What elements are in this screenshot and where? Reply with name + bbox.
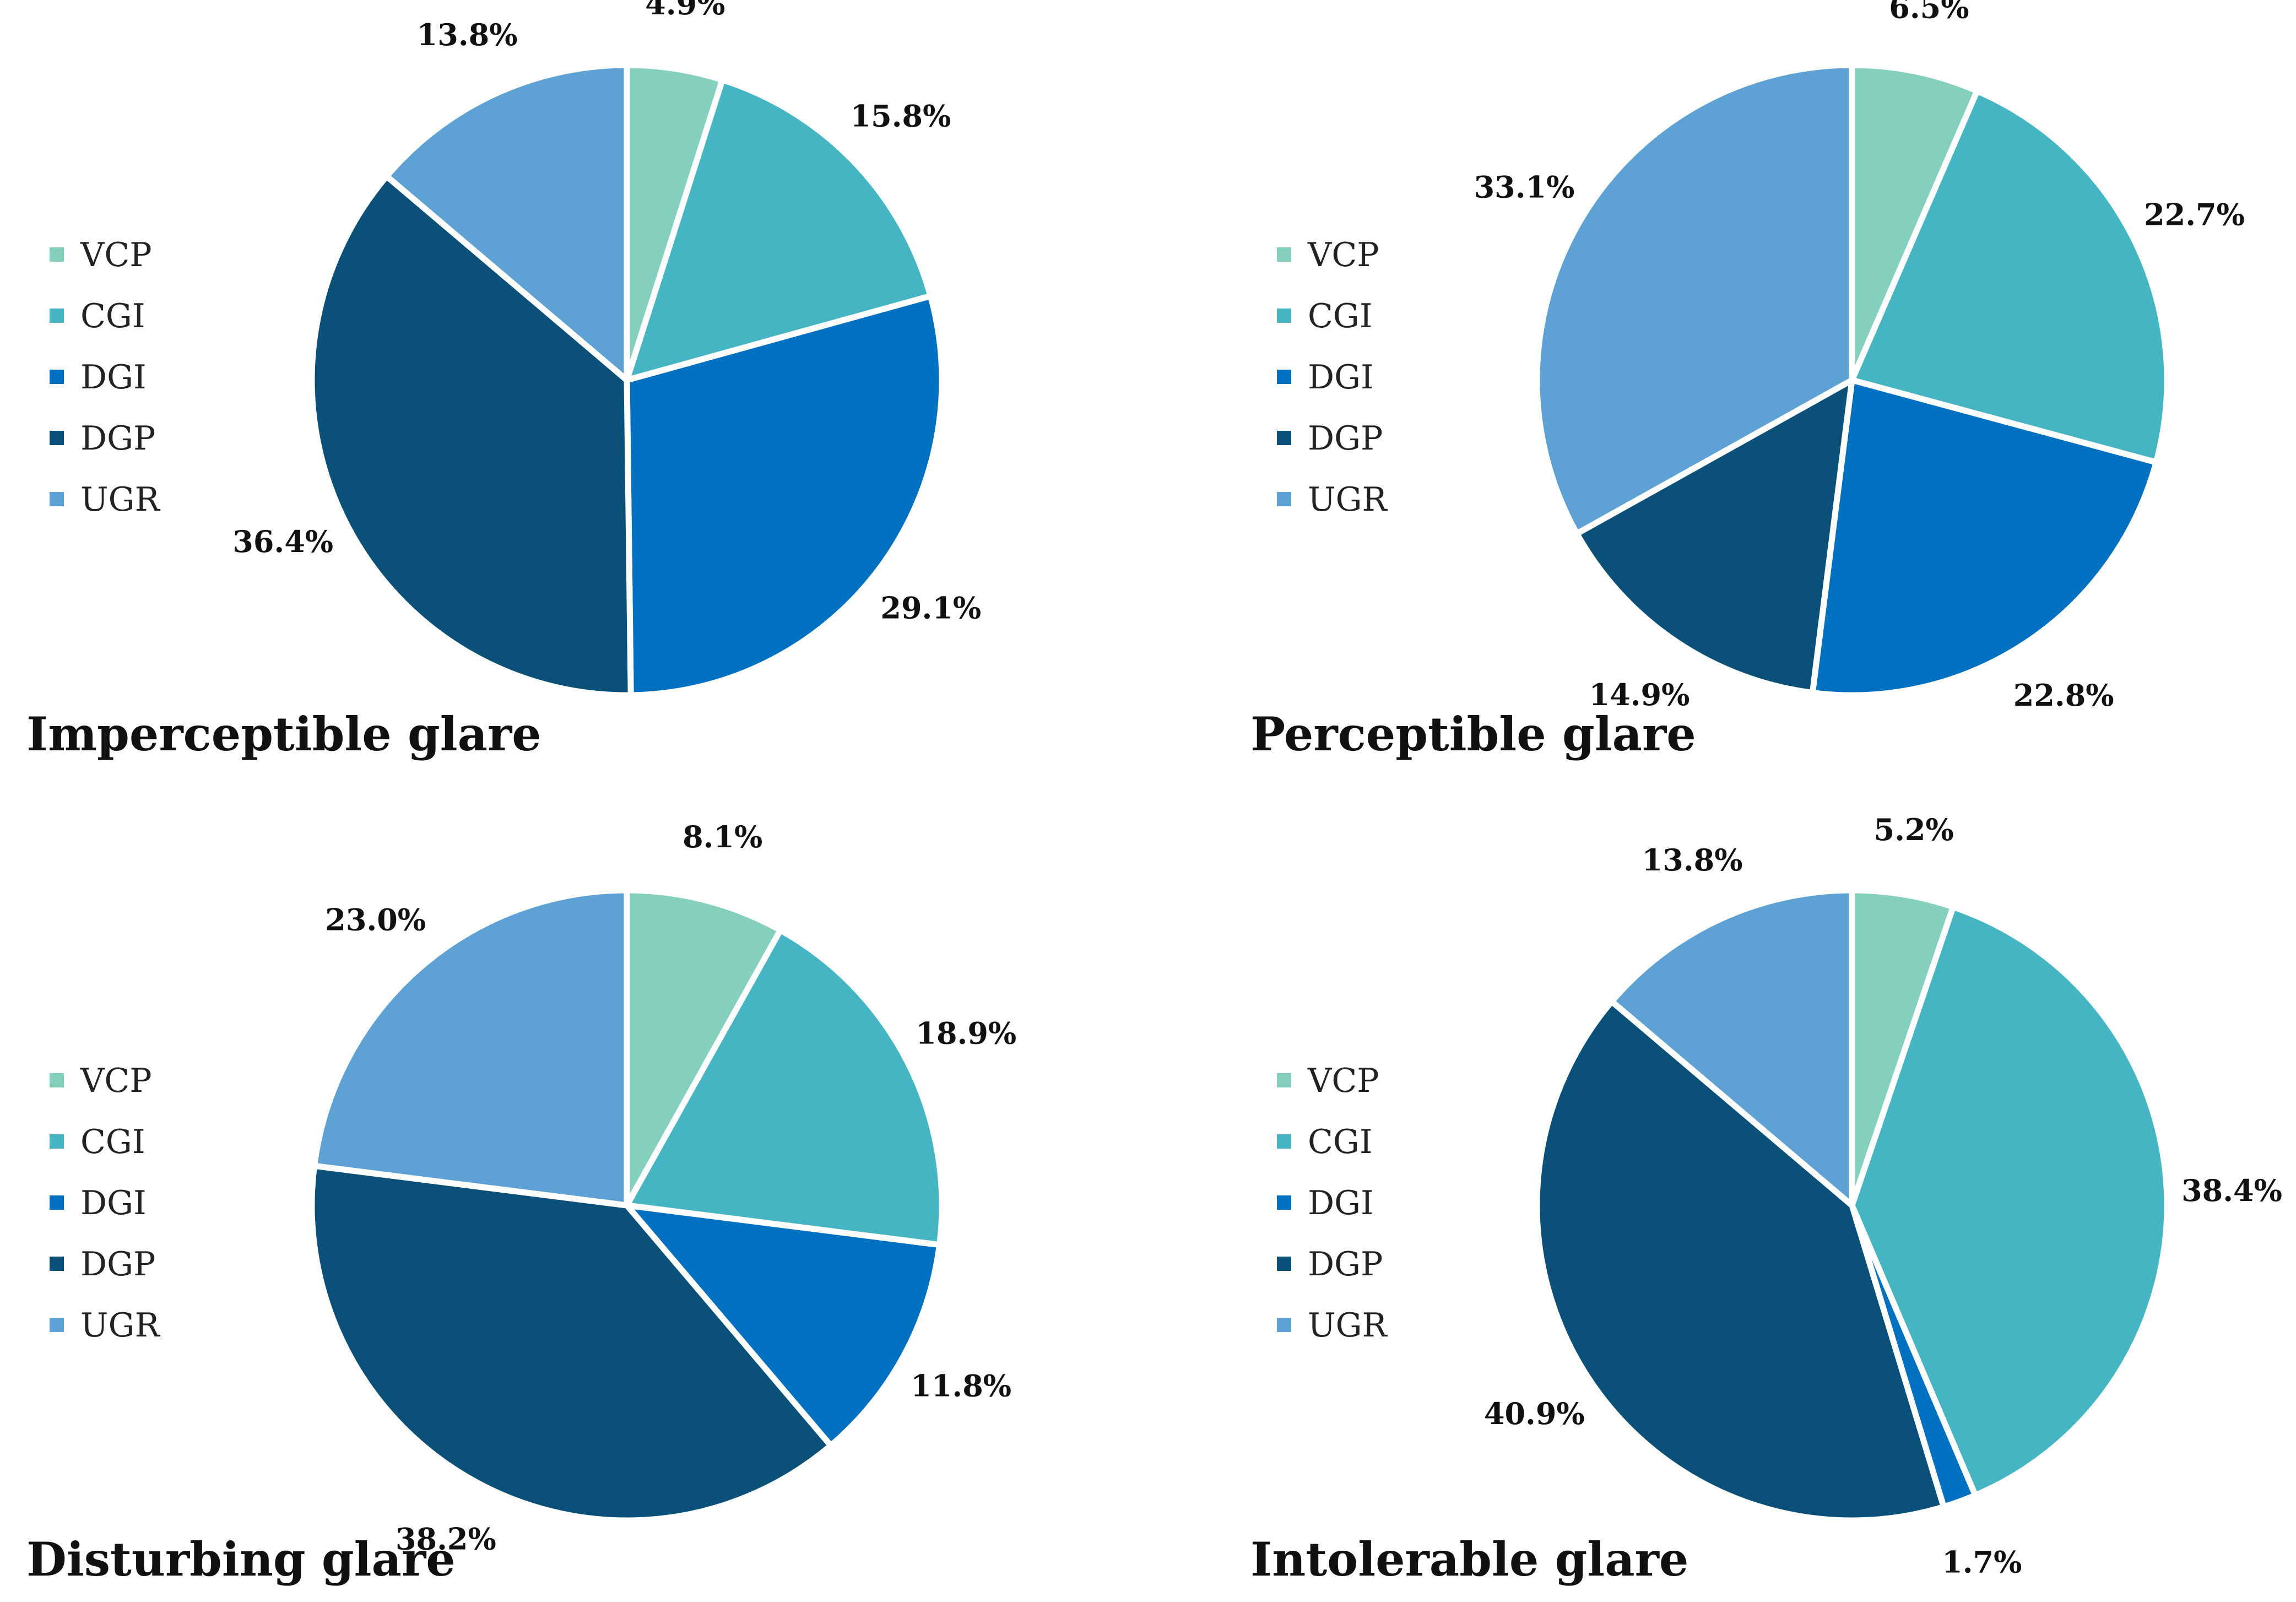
- data-label-cgi: 18.9%: [916, 1016, 1016, 1051]
- legend-label-vcp: VCP: [1307, 1062, 1379, 1100]
- data-label-vcp: 8.1%: [683, 819, 762, 854]
- legend-label-dgp: DGP: [1308, 1245, 1383, 1284]
- legend-marker-vcp: [50, 1073, 64, 1087]
- pie-slice-ugr: [383, 62, 630, 383]
- data-label-ugr: 13.8%: [417, 17, 518, 52]
- pie-slice-dgi: [1809, 377, 2159, 699]
- pie-slice-dgi: [624, 1202, 943, 1449]
- pie-slice-cgi: [624, 77, 934, 383]
- legend-label-vcp: VCP: [1307, 236, 1379, 274]
- legend-marker-vcp: [50, 247, 64, 262]
- data-label-ugr: 13.8%: [1642, 842, 1743, 878]
- legend-label-vcp: VCP: [80, 1062, 152, 1100]
- data-label-vcp: 5.2%: [1874, 812, 1954, 847]
- legend-label-dgi: DGI: [1308, 1184, 1374, 1222]
- legend-marker-ugr: [50, 492, 64, 506]
- data-label-dgi: 22.8%: [2013, 678, 2114, 713]
- data-label-dgi: 1.7%: [1942, 1545, 2022, 1580]
- chart-title: Disturbing glare: [26, 1532, 456, 1587]
- chart-title: Imperceptible glare: [26, 707, 541, 761]
- legend-marker-vcp: [1277, 1073, 1291, 1087]
- data-label-cgi: 22.7%: [2144, 197, 2245, 232]
- legend-marker-ugr: [50, 1318, 64, 1332]
- legend-marker-ugr: [1277, 1318, 1291, 1332]
- chart-panel-intolerable-glare: 5.2% 38.4% 1.7% 40.9% 13.8% VCP CGI DGI DGP UGR In…: [1250, 812, 2282, 1587]
- data-label-dgp: 36.4%: [232, 524, 333, 559]
- data-label-ugr: 33.1%: [1474, 170, 1575, 205]
- legend-marker-cgi: [1277, 1134, 1291, 1149]
- data-label-dgi: 11.8%: [911, 1368, 1011, 1404]
- legend-marker-dgi: [50, 1195, 64, 1210]
- pie-slice-cgi: [624, 927, 945, 1248]
- chart-title: Intolerable glare: [1250, 1532, 1688, 1587]
- legend-marker-cgi: [1277, 309, 1291, 323]
- pie-slice-ugr: [1609, 887, 1855, 1209]
- legend-marker-vcp: [1277, 247, 1291, 262]
- chart-title: Perceptible glare: [1250, 707, 1696, 761]
- legend-label-dgi: DGI: [1308, 358, 1374, 397]
- data-label-cgi: 38.4%: [2181, 1173, 2282, 1208]
- legend-label-cgi: CGI: [80, 1123, 145, 1161]
- legend-marker-dgi: [1277, 1195, 1291, 1210]
- pie-slice-dgi: [624, 293, 945, 699]
- data-label-cgi: 15.8%: [851, 98, 951, 133]
- data-label-dgp: 38.2%: [396, 1522, 496, 1557]
- legend-label-dgp: DGP: [80, 1245, 155, 1284]
- legend-label-vcp: VCP: [80, 236, 152, 274]
- legend-label-ugr: UGR: [1308, 480, 1388, 519]
- pie-slice-dgp: [308, 1162, 834, 1524]
- chart-panel-disturbing-glare: 8.1% 18.9% 11.8% 38.2% 23.0% VCP CGI DGI DGP UGR D…: [26, 819, 1016, 1587]
- pie-slice-cgi: [1849, 88, 2170, 466]
- legend-marker-dgi: [1277, 370, 1291, 384]
- legend-label-dgp: DGP: [80, 419, 155, 458]
- legend-label-dgi: DGI: [80, 358, 147, 397]
- pie-slice-cgi: [1849, 903, 2170, 1498]
- data-label-dgi: 29.1%: [880, 590, 981, 625]
- legend-label-ugr: UGR: [1308, 1306, 1388, 1345]
- pie-slice-vcp: [624, 887, 784, 1209]
- pie-slice-dgp: [1573, 377, 1855, 696]
- pie-slice-dgp: [1534, 998, 1947, 1524]
- data-label-dgp: 14.9%: [1589, 677, 1690, 712]
- legend-marker-dgp: [1277, 1257, 1291, 1271]
- legend-marker-dgp: [50, 1257, 64, 1271]
- data-label-vcp: 4.9%: [645, 0, 725, 21]
- data-label-vcp: 6.5%: [1889, 0, 1969, 25]
- data-label-dgp: 40.9%: [1484, 1396, 1585, 1431]
- legend-label-ugr: UGR: [80, 1306, 160, 1345]
- legend-marker-cgi: [50, 309, 64, 323]
- legend-marker-dgi: [50, 370, 64, 384]
- pie-slice-dgp: [308, 173, 634, 699]
- legend-marker-cgi: [50, 1134, 64, 1149]
- legend-label-cgi: CGI: [1308, 1123, 1373, 1161]
- pie-slice-ugr: [1534, 62, 1855, 537]
- legend-marker-dgp: [50, 431, 64, 445]
- data-label-ugr: 23.0%: [325, 902, 426, 937]
- pie-slice-ugr: [311, 887, 630, 1209]
- legend-marker-ugr: [1277, 492, 1291, 506]
- legend-label-cgi: CGI: [80, 297, 145, 335]
- legend-label-cgi: CGI: [1308, 297, 1373, 335]
- chart-panel-perceptible-glare: 6.5% 22.7% 22.8% 14.9% 33.1% VCP CGI DGI DGP UGR P…: [1250, 0, 2245, 761]
- legend-label-dgp: DGP: [1308, 419, 1383, 458]
- legend-marker-dgp: [1277, 431, 1291, 445]
- legend-label-dgi: DGI: [80, 1184, 147, 1222]
- legend-label-ugr: UGR: [80, 480, 160, 519]
- chart-panel-imperceptible-glare: 4.9% 15.8% 29.1% 36.4% 13.8% VCP CGI DGI DGP UGR I…: [26, 0, 981, 761]
